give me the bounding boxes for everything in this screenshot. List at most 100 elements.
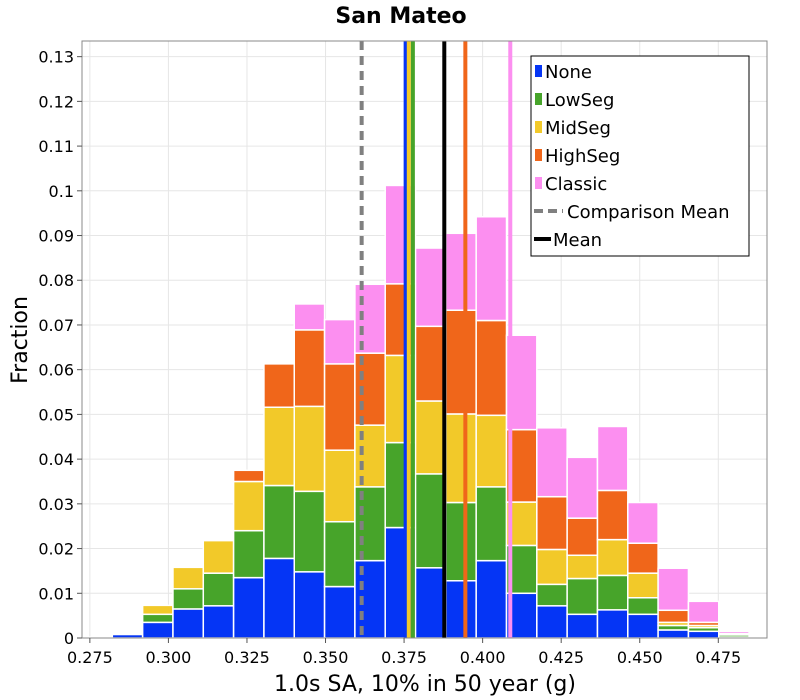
bar-segment-lowseg: [537, 584, 567, 605]
y-tick-label: 0.07: [38, 316, 74, 335]
bar-segment-midseg: [567, 555, 597, 578]
bar-segment-midseg: [597, 540, 627, 576]
bar-segment-none: [234, 578, 264, 638]
y-tick-label: 0.09: [38, 227, 74, 246]
x-tick-label: 0.400: [460, 648, 506, 667]
y-axis: 0 0.01 0.02 0.03 0.04 0.05 0.06 0.07 0.08 0.09 0.1…: [38, 48, 82, 648]
bar-segment-classic: [658, 568, 688, 610]
x-tick-label: 0.450: [617, 648, 663, 667]
legend-swatch-midseg: [535, 121, 542, 133]
x-axis-label: 1.0s SA, 10% in 50 year (g): [274, 672, 576, 697]
bar-segment-none: [658, 630, 688, 638]
bar-segment-classic: [719, 631, 749, 633]
bar-segment-lowseg: [416, 474, 446, 568]
bar-segment-midseg: [476, 415, 506, 487]
bar-segment-highseg: [567, 518, 597, 555]
bar-segment-midseg: [537, 549, 567, 584]
bar-segment-none: [264, 558, 294, 638]
legend-label-comparison-mean: Comparison Mean: [567, 202, 730, 223]
legend-label-classic: Classic: [545, 174, 607, 195]
bar-segment-classic: [446, 233, 476, 310]
bar-segment-midseg: [143, 605, 173, 614]
y-tick-label: 0.05: [38, 405, 74, 424]
y-tick-label: 0.12: [38, 92, 74, 111]
bar-segment-classic: [537, 428, 567, 497]
bar-segment-highseg: [355, 353, 385, 425]
bar-segment-lowseg: [234, 531, 264, 578]
bar-segment-midseg: [203, 541, 233, 574]
y-tick-label: 0.03: [38, 495, 74, 514]
legend-swatch-highseg: [535, 149, 542, 161]
y-tick-label: 0.01: [38, 584, 74, 603]
bar-segment-lowseg: [264, 486, 294, 559]
x-tick-label: 0.475: [695, 648, 741, 667]
bar-segment-none: [143, 622, 173, 638]
x-axis: 0.275 0.300 0.325 0.350 0.375 0.400 0.425 0.450…: [67, 638, 741, 667]
legend-label-none: None: [545, 62, 592, 83]
bar-segment-lowseg: [294, 491, 324, 571]
bar-segment-lowseg: [567, 579, 597, 615]
x-tick-label: 0.300: [146, 648, 192, 667]
bar-segment-highseg: [294, 330, 324, 406]
legend-label-highseg: HighSeg: [545, 146, 620, 167]
bar-segment-highseg: [628, 543, 658, 573]
bar-segment-lowseg: [355, 487, 385, 561]
bar-segment-midseg: [234, 481, 264, 530]
legend-swatch-lowseg: [535, 93, 542, 105]
bar-segment-highseg: [446, 310, 476, 414]
bar-segment-classic: [325, 320, 355, 364]
chart-canvas: San Mateo 1.0s SA, 10% in 50 year (g) Fr…: [0, 0, 800, 700]
legend: None LowSeg MidSeg HighSeg Classic Comparison…: [531, 56, 749, 256]
y-tick-label: 0.06: [38, 361, 74, 380]
chart-title: San Mateo: [335, 4, 466, 29]
bar-segment-midseg: [446, 414, 476, 503]
y-tick-label: 0.08: [38, 271, 74, 290]
bar-segment-none: [173, 609, 203, 638]
bar-segment-classic: [476, 217, 506, 321]
bar-segment-none: [688, 631, 718, 638]
y-tick-label: 0.04: [38, 450, 74, 469]
bar-segment-highseg: [537, 497, 567, 550]
bar-segment-none: [203, 606, 233, 638]
bar-segment-midseg: [628, 573, 658, 598]
bar-segment-classic: [294, 304, 324, 330]
bar-segment-classic: [416, 248, 446, 326]
bar-segment-none: [355, 561, 385, 638]
y-tick-label: 0.13: [38, 48, 74, 67]
bar-segment-midseg: [173, 567, 203, 588]
bar-segment-highseg: [476, 320, 506, 415]
bar-segment-classic: [688, 601, 718, 622]
y-axis-label: Fraction: [8, 296, 33, 384]
x-tick-label: 0.325: [224, 648, 270, 667]
y-tick-label: 0.1: [49, 182, 74, 201]
bar-segment-none: [416, 568, 446, 638]
bar-segment-none: [537, 606, 567, 638]
bar-segment-none: [567, 614, 597, 638]
bar-segment-midseg: [355, 425, 385, 487]
bar-segment-lowseg: [325, 522, 355, 587]
x-tick-label: 0.350: [303, 648, 349, 667]
bar-segment-lowseg: [173, 589, 203, 609]
bar-segment-classic: [355, 284, 385, 353]
bar-segment-none: [597, 610, 627, 638]
bar-segment-none: [628, 614, 658, 638]
bar-segment-none: [446, 581, 476, 638]
bar-segment-none: [325, 587, 355, 638]
bar-segment-highseg: [416, 326, 446, 401]
y-tick-label: 0.02: [38, 540, 74, 559]
bar-segment-none: [294, 572, 324, 638]
x-tick-label: 0.425: [538, 648, 584, 667]
legend-swatch-none: [535, 65, 542, 77]
bar-segment-lowseg: [597, 575, 627, 609]
x-tick-label: 0.275: [67, 648, 113, 667]
bar-segment-lowseg: [143, 614, 173, 622]
bar-segment-lowseg: [628, 598, 658, 615]
y-tick-label: 0.11: [38, 137, 74, 156]
bar-segment-none: [476, 561, 506, 638]
bar-segment-lowseg: [476, 487, 506, 561]
bar-segment-midseg: [264, 407, 294, 485]
x-tick-label: 0.375: [381, 648, 427, 667]
y-tick-label: 0: [64, 629, 74, 648]
bar-segment-classic: [567, 457, 597, 518]
bar-segment-highseg: [203, 539, 233, 540]
